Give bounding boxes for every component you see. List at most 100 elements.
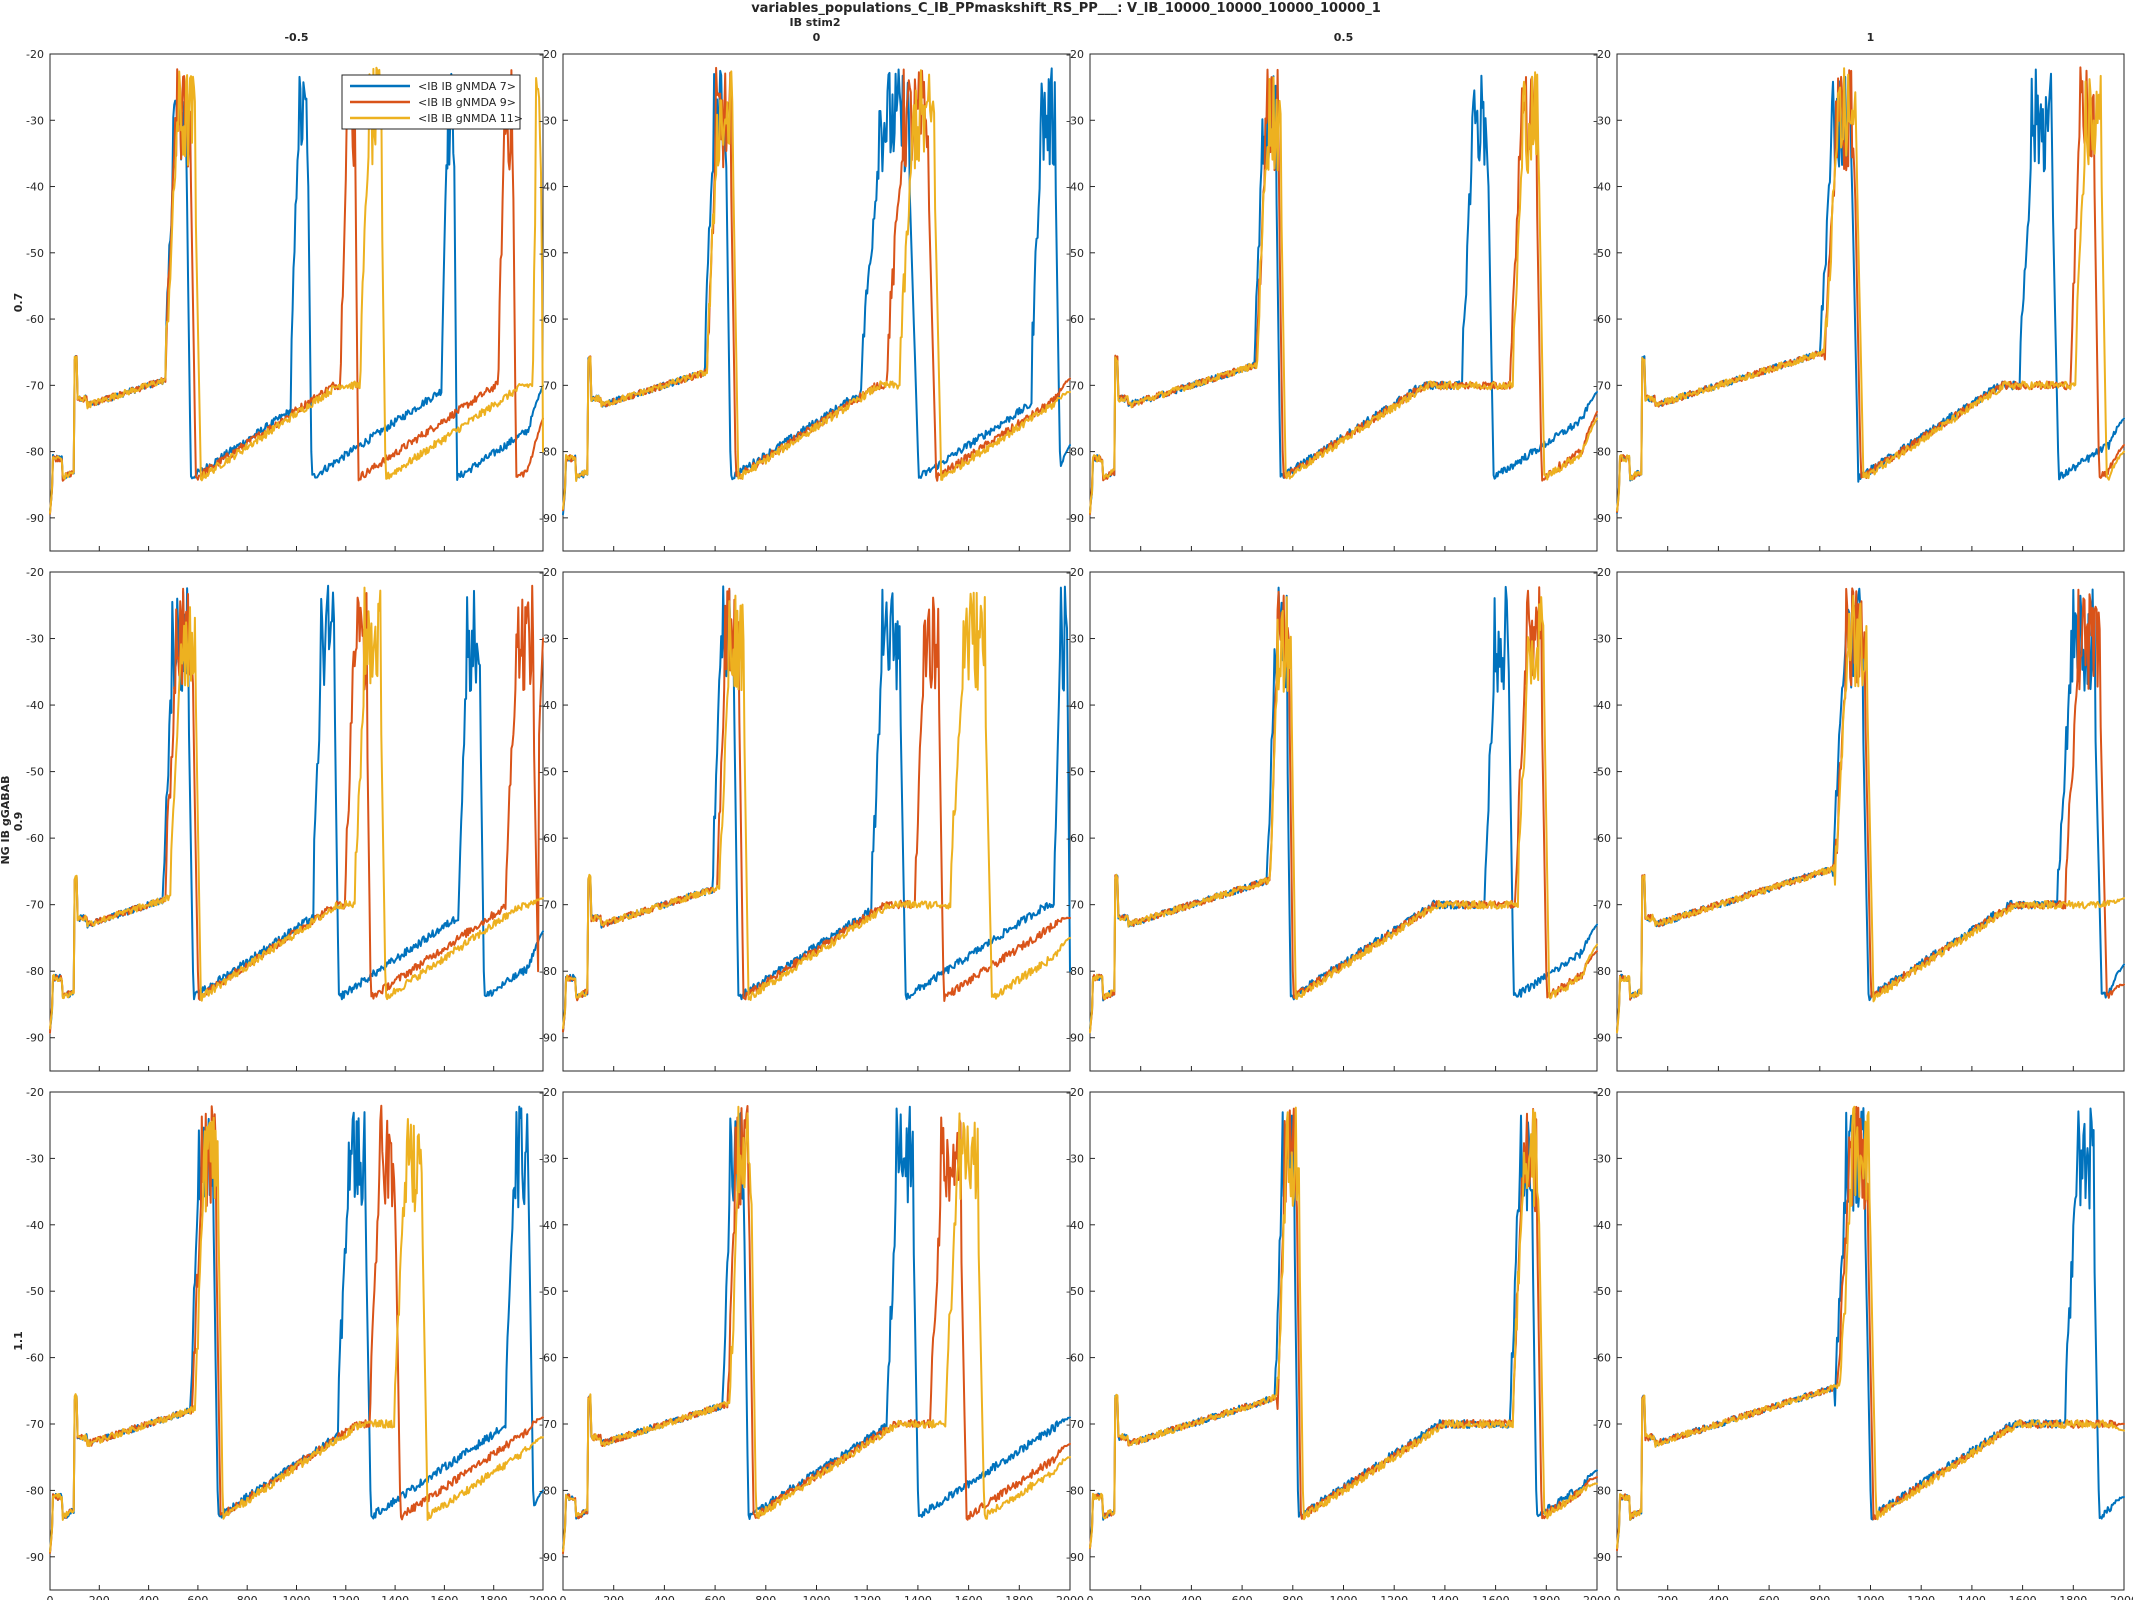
y-tick-label: -30 (1593, 1152, 1611, 1165)
y-tick-label: -50 (1066, 766, 1084, 779)
x-tick-label: 1200 (1380, 1594, 1408, 1600)
series-line-gnmda-9 (1616, 587, 2125, 1034)
panel-r1-c3: -20 -30 -40 -50 -60 -70 -80 -90 (1593, 566, 2125, 1072)
y-tick-label: -90 (539, 512, 557, 525)
series-line-gnmda-7 (49, 584, 544, 1031)
panel-axes-box (562, 53, 1071, 552)
y-tick-label: -30 (539, 633, 557, 646)
y-tick-label: -70 (1066, 899, 1084, 912)
y-tick-label: -20 (539, 48, 557, 61)
y-tick-label: -60 (1593, 832, 1611, 845)
x-tick-label: 800 (755, 1594, 776, 1600)
x-tick-label: 800 (237, 1594, 258, 1600)
y-tick-label: -70 (1066, 379, 1084, 392)
x-tick-label: 1200 (332, 1594, 360, 1600)
y-tick-label: -40 (1066, 699, 1084, 712)
x-tick-label: 1000 (283, 1594, 311, 1600)
y-tick-label: -50 (1593, 247, 1611, 260)
row-variable-label: NG IB gGABAB (0, 775, 12, 864)
x-tick-label: 600 (187, 1594, 208, 1600)
y-tick-label: -40 (1593, 699, 1611, 712)
y-tick-label: -40 (1593, 181, 1611, 194)
panel-r2-c3: -20 -30 -40 -50 -60 -70 -80 -90 0 200 400 600 800 100… (1593, 1086, 2133, 1600)
y-tick-label: -80 (1593, 446, 1611, 459)
y-tick-label: -40 (1593, 1219, 1611, 1232)
x-tick-label: 2000 (1583, 1594, 1611, 1600)
y-tick-label: -40 (539, 181, 557, 194)
y-tick-label: -80 (1066, 1484, 1084, 1497)
y-tick-label: -30 (539, 1152, 557, 1165)
series-line-gnmda-11 (49, 1116, 544, 1553)
y-tick-label: -80 (539, 446, 557, 459)
series-line-gnmda-11 (1089, 1106, 1598, 1549)
y-tick-label: -50 (26, 1285, 44, 1298)
x-tick-label: 2000 (529, 1594, 557, 1600)
y-tick-label: -70 (1066, 1418, 1084, 1431)
series-line-gnmda-11 (562, 69, 1071, 510)
x-tick-label: 400 (1181, 1594, 1202, 1600)
y-tick-label: -70 (539, 379, 557, 392)
y-tick-label: -20 (1066, 566, 1084, 579)
y-tick-label: -40 (539, 1219, 557, 1232)
y-tick-label: -20 (1066, 1086, 1084, 1099)
x-tick-label: 1800 (1532, 1594, 1560, 1600)
y-tick-label: -30 (26, 1152, 44, 1165)
y-tick-label: -90 (1593, 1551, 1611, 1564)
panel-r1-c0: -20 -30 -40 -50 -60 -70 -80 -90 0.9 (12, 566, 544, 1072)
y-tick-label: -50 (26, 247, 44, 260)
x-tick-label: 1000 (1330, 1594, 1358, 1600)
y-tick-label: -30 (1066, 1152, 1084, 1165)
panel-r0-c2: -20 -30 -40 -50 -60 -70 -80 -90 0.5 (1066, 31, 1598, 552)
y-tick-label: -70 (26, 899, 44, 912)
y-tick-label: -80 (26, 1484, 44, 1497)
x-tick-label: 1400 (381, 1594, 409, 1600)
series-line-gnmda-11 (1616, 1105, 2125, 1550)
x-tick-label: 1200 (853, 1594, 881, 1600)
y-tick-label: -50 (539, 766, 557, 779)
y-tick-label: -40 (1066, 181, 1084, 194)
series-line-gnmda-11 (1616, 67, 2125, 512)
y-tick-label: -90 (539, 1551, 557, 1564)
y-tick-label: -90 (1593, 1032, 1611, 1045)
y-tick-label: -90 (1593, 512, 1611, 525)
x-tick-label: 600 (705, 1594, 726, 1600)
x-tick-label: 1800 (2059, 1594, 2087, 1600)
series-line-gnmda-7 (49, 72, 544, 512)
column-header: 0 (813, 31, 821, 44)
x-tick-label: 1200 (1907, 1594, 1935, 1600)
series-line-gnmda-7 (1089, 1111, 1598, 1549)
x-tick-label: 2000 (2110, 1594, 2133, 1600)
x-tick-label: 1800 (480, 1594, 508, 1600)
column-variable-label: IB stim2 (790, 16, 841, 29)
y-tick-label: -40 (26, 181, 44, 194)
legend: <IB IB gNMDA 7> <IB IB gNMDA 9> <IB IB g… (341, 74, 523, 130)
y-tick-label: -60 (1593, 313, 1611, 326)
panel-grid: -20 -30 -40 -50 -60 -70 -80 -90 -0.5 0.7 -20 -30 -40… (12, 31, 2133, 1600)
y-tick-label: -20 (1593, 48, 1611, 61)
y-tick-label: -60 (1593, 1352, 1611, 1365)
x-tick-label: 200 (1130, 1594, 1151, 1600)
column-header: 0.5 (1334, 31, 1354, 44)
y-tick-label: -70 (539, 1418, 557, 1431)
panel-r2-c0: -20 -30 -40 -50 -60 -70 -80 -90 0 200 400 600 800 100… (12, 1086, 557, 1600)
x-tick-label: 600 (1759, 1594, 1780, 1600)
x-tick-label: 1600 (1482, 1594, 1510, 1600)
y-tick-label: -20 (1593, 1086, 1611, 1099)
x-tick-label: 1600 (430, 1594, 458, 1600)
series-line-gnmda-9 (1089, 68, 1598, 516)
x-tick-label: 0 (560, 1594, 567, 1600)
x-tick-label: 1600 (955, 1594, 983, 1600)
y-tick-label: -70 (1593, 379, 1611, 392)
series-line-gnmda-7 (49, 1105, 544, 1553)
x-tick-label: 800 (1282, 1594, 1303, 1600)
y-tick-label: -70 (26, 1418, 44, 1431)
series-line-gnmda-11 (49, 66, 544, 514)
y-tick-label: -90 (1066, 1551, 1084, 1564)
y-tick-label: -50 (1066, 247, 1084, 260)
x-tick-label: 0 (1614, 1594, 1621, 1600)
y-tick-label: -30 (1066, 633, 1084, 646)
legend-label-gnmda-9: <IB IB gNMDA 9> (418, 96, 516, 109)
y-tick-label: -80 (1593, 965, 1611, 978)
panel-r1-c1: -20 -30 -40 -50 -60 -70 -80 -90 (539, 566, 1071, 1072)
